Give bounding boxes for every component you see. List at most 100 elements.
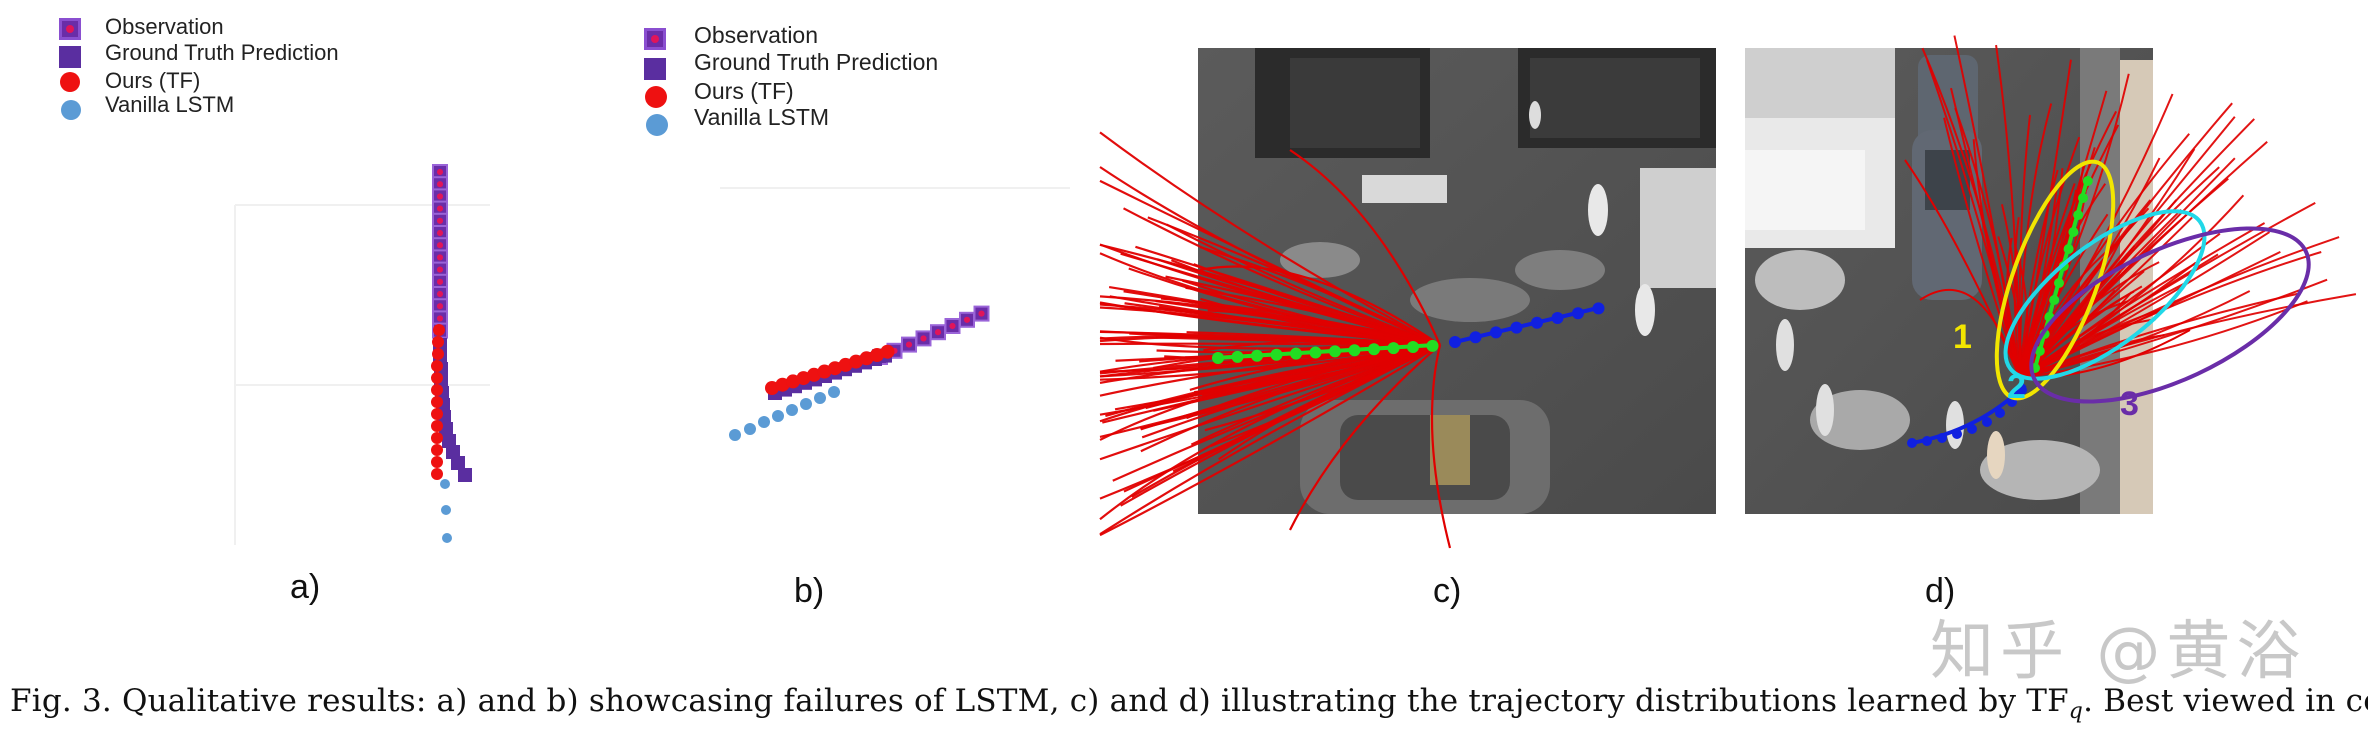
trajectory-point: [1348, 344, 1361, 357]
ours-marker-icon: [645, 86, 667, 108]
vanilla-marker: [744, 423, 756, 435]
panel-b-plot: [720, 187, 1070, 441]
ours-marker: [807, 367, 821, 382]
observation-marker-icon: [59, 18, 81, 40]
ground-truth-marker-icon: [644, 58, 666, 80]
legend-b-observation: Observation: [694, 22, 819, 48]
trajectory-point: [2049, 295, 2060, 305]
trajectory-point: [1309, 346, 1322, 359]
panel-label-a: a): [290, 568, 321, 606]
trajectory-point: [1469, 331, 1482, 344]
trajectory-point: [2082, 176, 2093, 186]
legend-b-ground-truth: Ground Truth Prediction: [694, 49, 939, 75]
trajectory-point: [1982, 417, 1992, 427]
vanilla-marker: [786, 404, 798, 416]
trajectory-point: [1231, 350, 1244, 363]
legend-a-observation: Observation: [105, 14, 224, 39]
vanilla-marker: [758, 416, 770, 428]
trajectory-point: [1531, 316, 1543, 329]
trajectory-point: [1449, 336, 1461, 348]
legend-b-vanilla: Vanilla LSTM: [694, 104, 830, 130]
vanilla-marker: [814, 392, 826, 404]
panel-d-photo: [1745, 35, 2357, 514]
trajectory-point: [1212, 352, 1224, 364]
panel-label-c: c): [1433, 572, 1462, 610]
ours-marker: [859, 351, 874, 366]
trajectory-point: [1922, 436, 1932, 446]
ours-marker: [431, 444, 443, 456]
ours-marker: [431, 408, 443, 420]
legend-a-ours: Ours (TF): [105, 68, 201, 93]
ours-marker-icon: [60, 72, 80, 92]
legend-b: Observation Ground Truth Prediction Ours…: [640, 22, 1000, 192]
ground-truth-marker: [446, 445, 460, 459]
vanilla-marker-icon: [646, 114, 668, 136]
ours-marker: [431, 372, 443, 384]
ours-marker: [431, 360, 443, 372]
ellipse-1: [1994, 159, 2116, 401]
trajectory-point: [1952, 429, 1962, 439]
trajectory-point: [1937, 433, 1947, 443]
trajectory-point: [1551, 312, 1564, 324]
ours-marker: [786, 374, 800, 389]
ours-marker: [431, 432, 443, 444]
vanilla-marker: [729, 429, 741, 441]
legend-a-vanilla: Vanilla LSTM: [105, 92, 235, 117]
ours-marker: [775, 377, 790, 392]
vanilla-marker: [800, 398, 812, 410]
trajectory-point: [2054, 278, 2064, 288]
panel-label-d: d): [1925, 572, 1956, 610]
trajectory-point: [2034, 346, 2045, 356]
vanilla-marker: [772, 410, 784, 422]
ours-marker: [433, 324, 445, 336]
trajectory-point: [2073, 210, 2084, 220]
figure-caption: Fig. 3. Qualitative results: a) and b) s…: [10, 683, 2368, 724]
trajectory-point: [1368, 343, 1380, 356]
ours-marker: [432, 348, 444, 360]
trajectory-point: [2017, 385, 2027, 395]
legend-a: Observation Ground Truth Prediction Ours…: [55, 14, 395, 174]
ours-marker: [817, 364, 832, 379]
legend-a-ground-truth: Ground Truth Prediction: [105, 40, 339, 65]
caption-text: Fig. 3. Qualitative results: a) and b) s…: [10, 683, 2069, 719]
trajectory-point: [1490, 326, 1502, 339]
observation-marker-icon: [644, 28, 666, 50]
ellipse-2: [2003, 209, 2207, 381]
ground-truth-marker: [442, 434, 456, 448]
trajectory-point: [1407, 341, 1419, 353]
panel-c-photo: [1099, 48, 1716, 549]
panel-label-b: b): [794, 572, 825, 610]
trajectory-point: [1251, 349, 1263, 362]
trajectory-point: [1967, 424, 1977, 434]
vanilla-marker: [828, 386, 840, 398]
ellipse-label-2: 2: [2007, 368, 2026, 406]
trajectory-point: [1907, 438, 1917, 448]
trajectory-point: [1995, 408, 2005, 418]
ours-marker: [431, 456, 443, 468]
vanilla-marker: [440, 479, 450, 489]
ours-marker: [431, 468, 443, 480]
legend-b-ours: Ours (TF): [694, 78, 794, 104]
ours-marker: [870, 348, 884, 362]
ours-marker: [838, 357, 853, 372]
ground-truth-marker: [458, 468, 472, 482]
trajectory-point: [1572, 307, 1584, 320]
trajectory-point: [2068, 227, 2079, 237]
trajectory-point: [2063, 244, 2074, 254]
trajectory-point: [1290, 347, 1302, 360]
ours-marker: [431, 420, 443, 432]
ours-marker: [828, 361, 842, 376]
vanilla-marker: [442, 533, 452, 543]
ours-marker: [432, 336, 444, 348]
trajectory-point: [1329, 345, 1341, 358]
ours-marker: [849, 354, 863, 369]
trajectory-point: [1510, 321, 1523, 334]
ours-marker: [796, 371, 811, 386]
trajectory-point: [1592, 302, 1605, 315]
trajectory-point: [2078, 193, 2088, 203]
ellipse-3: [2029, 226, 2311, 404]
caption-tail: . Best viewed in colors.: [2083, 683, 2368, 719]
ours-marker: [431, 384, 443, 396]
vanilla-marker: [441, 505, 451, 515]
